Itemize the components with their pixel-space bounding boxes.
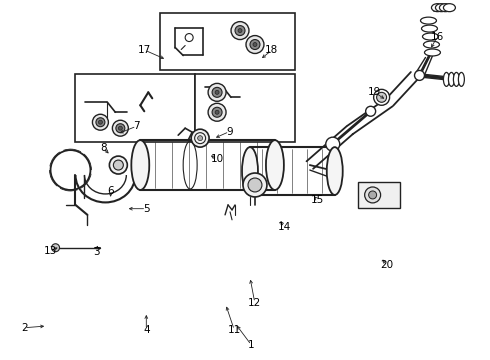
Ellipse shape <box>421 25 438 32</box>
Circle shape <box>238 28 242 32</box>
Ellipse shape <box>443 4 455 12</box>
Ellipse shape <box>422 33 439 40</box>
Text: 7: 7 <box>133 121 140 131</box>
Ellipse shape <box>436 4 447 12</box>
Text: 17: 17 <box>138 45 151 55</box>
Ellipse shape <box>458 72 465 86</box>
Text: 16: 16 <box>430 32 443 42</box>
Text: 8: 8 <box>100 143 107 153</box>
Circle shape <box>250 40 260 50</box>
Circle shape <box>109 156 127 174</box>
Text: 13: 13 <box>44 246 57 256</box>
Ellipse shape <box>453 72 460 86</box>
Text: 5: 5 <box>143 204 149 214</box>
Text: 4: 4 <box>143 325 149 335</box>
Ellipse shape <box>242 147 258 195</box>
Bar <box>160 13 295 71</box>
Text: 14: 14 <box>277 222 291 232</box>
Text: 1: 1 <box>248 340 255 350</box>
Circle shape <box>113 160 123 170</box>
Circle shape <box>253 42 257 46</box>
Circle shape <box>248 178 262 192</box>
Circle shape <box>374 89 390 105</box>
Circle shape <box>215 90 219 94</box>
Text: 15: 15 <box>311 195 324 205</box>
Text: 10: 10 <box>211 154 224 164</box>
Ellipse shape <box>440 4 451 12</box>
Circle shape <box>212 87 222 97</box>
Circle shape <box>96 118 105 127</box>
Circle shape <box>326 137 340 151</box>
Text: 3: 3 <box>93 247 99 257</box>
Bar <box>358 182 399 208</box>
Text: 12: 12 <box>248 298 261 308</box>
Circle shape <box>368 191 377 199</box>
Circle shape <box>208 103 226 121</box>
Circle shape <box>235 26 245 36</box>
Ellipse shape <box>424 49 441 56</box>
Text: 20: 20 <box>380 260 393 270</box>
Ellipse shape <box>423 41 440 48</box>
Circle shape <box>231 22 249 40</box>
Circle shape <box>415 71 424 80</box>
Ellipse shape <box>448 72 454 86</box>
Ellipse shape <box>327 147 343 195</box>
Circle shape <box>243 173 267 197</box>
Circle shape <box>116 124 125 133</box>
Circle shape <box>377 92 387 102</box>
Circle shape <box>215 110 219 114</box>
Circle shape <box>365 187 381 203</box>
Text: 18: 18 <box>265 45 278 55</box>
Bar <box>75 75 195 142</box>
Circle shape <box>93 114 108 130</box>
Ellipse shape <box>131 140 149 190</box>
Circle shape <box>191 129 209 147</box>
Circle shape <box>119 126 122 130</box>
Circle shape <box>197 136 203 141</box>
Circle shape <box>98 120 102 124</box>
Text: 6: 6 <box>107 186 114 197</box>
Ellipse shape <box>266 140 284 190</box>
Circle shape <box>112 120 128 136</box>
Ellipse shape <box>420 17 437 24</box>
Circle shape <box>246 36 264 54</box>
Circle shape <box>366 106 376 116</box>
Ellipse shape <box>432 4 443 12</box>
Bar <box>195 75 295 142</box>
Text: 2: 2 <box>21 323 27 333</box>
Circle shape <box>208 84 226 101</box>
Circle shape <box>51 244 59 252</box>
Circle shape <box>212 107 222 117</box>
Text: 9: 9 <box>226 127 233 136</box>
Text: 19: 19 <box>368 87 381 97</box>
Text: 11: 11 <box>228 325 241 335</box>
Ellipse shape <box>443 72 449 86</box>
